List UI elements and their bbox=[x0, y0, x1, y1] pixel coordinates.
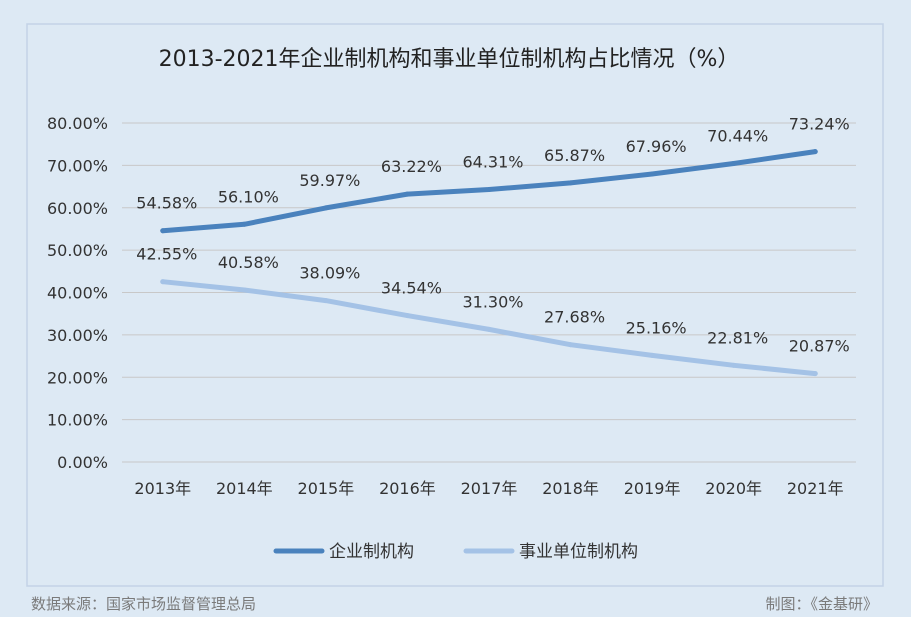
x-tick-label: 2017年 bbox=[461, 479, 518, 498]
x-tick-label: 2018年 bbox=[542, 479, 599, 498]
data-point bbox=[731, 161, 737, 167]
data-point bbox=[649, 171, 655, 177]
y-tick-label: 0.00% bbox=[57, 453, 108, 472]
data-label: 25.16% bbox=[626, 318, 687, 337]
data-label: 59.97% bbox=[299, 171, 360, 190]
data-point bbox=[323, 298, 329, 304]
data-label: 65.87% bbox=[544, 146, 605, 165]
x-tick-label: 2020年 bbox=[705, 479, 762, 498]
y-tick-label: 80.00% bbox=[47, 114, 108, 133]
data-label: 42.55% bbox=[136, 245, 197, 264]
data-label: 40.58% bbox=[218, 253, 279, 272]
series-lines bbox=[160, 149, 818, 377]
data-label: 38.09% bbox=[299, 264, 360, 283]
data-labels: 54.58% 56.10% 59.97% 63.22% 64.31% 65.87% 67.9… bbox=[136, 115, 849, 356]
data-label: 31.30% bbox=[462, 292, 523, 311]
y-tick-label: 30.00% bbox=[47, 326, 108, 345]
data-label: 27.68% bbox=[544, 308, 605, 327]
x-axis-ticks: 2013年 2014年 2015年 2016年 2017年 2018年 2019年 2020年… bbox=[134, 479, 843, 498]
data-label: 73.24% bbox=[789, 115, 850, 134]
data-point bbox=[241, 221, 247, 227]
data-point bbox=[812, 149, 818, 155]
data-label: 70.44% bbox=[707, 127, 768, 146]
data-point bbox=[323, 205, 329, 211]
y-tick-label: 20.00% bbox=[47, 368, 108, 387]
data-point bbox=[649, 352, 655, 358]
y-tick-label: 40.00% bbox=[47, 284, 108, 303]
data-point bbox=[404, 191, 410, 197]
chart-title: 2013-2021年企业制机构和事业单位制机构占比情况（%） bbox=[159, 47, 740, 72]
legend-label: 企业制机构 bbox=[329, 542, 414, 562]
y-axis-ticks: 0.00% 10.00% 20.00% 30.00% 40.00% 50.00% 60.00… bbox=[47, 114, 108, 472]
x-tick-label: 2021年 bbox=[787, 479, 844, 498]
data-label: 54.58% bbox=[136, 194, 197, 213]
data-point bbox=[568, 180, 574, 186]
data-point bbox=[404, 313, 410, 319]
x-tick-label: 2016年 bbox=[379, 479, 436, 498]
data-point bbox=[486, 326, 492, 332]
data-label: 34.54% bbox=[381, 279, 442, 298]
data-point bbox=[731, 362, 737, 368]
footer-source: 数据来源：国家市场监督管理总局 bbox=[31, 595, 256, 613]
data-label: 64.31% bbox=[462, 152, 523, 171]
y-tick-label: 60.00% bbox=[47, 199, 108, 218]
y-tick-label: 70.00% bbox=[47, 156, 108, 175]
data-point bbox=[241, 287, 247, 293]
footer-credit: 制图：《金基研》 bbox=[765, 595, 878, 613]
y-tick-label: 10.00% bbox=[47, 411, 108, 430]
data-point bbox=[160, 279, 166, 285]
data-label: 20.87% bbox=[789, 337, 850, 356]
data-label: 22.81% bbox=[707, 328, 768, 347]
legend: 企业制机构 事业单位制机构 bbox=[273, 542, 638, 562]
data-label: 67.96% bbox=[626, 137, 687, 156]
data-label: 63.22% bbox=[381, 157, 442, 176]
data-point bbox=[160, 228, 166, 234]
data-label: 56.10% bbox=[218, 187, 279, 206]
x-tick-label: 2015年 bbox=[298, 479, 355, 498]
x-tick-label: 2014年 bbox=[216, 479, 273, 498]
data-point bbox=[812, 371, 818, 377]
y-tick-label: 50.00% bbox=[47, 241, 108, 260]
x-tick-label: 2013年 bbox=[134, 479, 191, 498]
chart-frame bbox=[26, 23, 884, 587]
x-tick-label: 2019年 bbox=[624, 479, 681, 498]
data-point bbox=[486, 186, 492, 192]
legend-label: 事业单位制机构 bbox=[519, 542, 638, 562]
data-point bbox=[568, 342, 574, 348]
